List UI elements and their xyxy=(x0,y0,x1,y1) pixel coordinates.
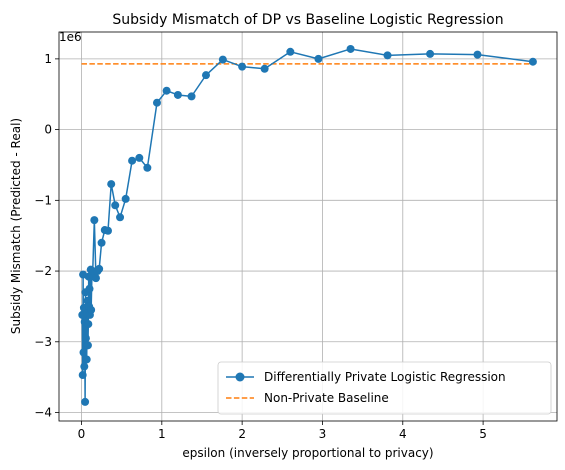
plot-frame xyxy=(58,31,558,422)
grid xyxy=(59,32,557,421)
dp-data-point xyxy=(162,86,171,95)
dp-data-point xyxy=(79,348,88,357)
legend-dp-label: Differentially Private Logistic Regressi… xyxy=(264,370,506,384)
dp-data-point xyxy=(97,238,106,247)
dp-data-point xyxy=(135,153,144,162)
dp-data-point xyxy=(426,49,435,58)
dp-data-point xyxy=(238,62,247,71)
x-tick-label: 3 xyxy=(319,427,327,441)
legend-box xyxy=(217,361,552,415)
y-axis-ticks: −4 −3 −2 −1 0 1 xyxy=(34,52,59,420)
y-axis-label: Subsidy Mismatch (Predicted - Real) xyxy=(9,118,23,334)
dp-data-point xyxy=(81,334,90,343)
dp-data-point xyxy=(107,180,116,189)
dp-data-point xyxy=(286,47,295,56)
x-tick-label: 5 xyxy=(479,427,487,441)
dp-data-point xyxy=(103,226,112,235)
y-tick-label: −3 xyxy=(34,335,52,349)
dp-data-point xyxy=(116,213,125,222)
x-axis-ticks: 0 1 2 3 4 5 xyxy=(78,421,487,441)
dp-data-point xyxy=(91,274,100,283)
legend-baseline-label: Non-Private Baseline xyxy=(264,391,389,405)
dp-data-point xyxy=(383,51,392,60)
series-layer xyxy=(78,44,537,406)
dp-data-point xyxy=(314,54,323,63)
dp-series-line xyxy=(81,48,533,403)
x-tick-label: 1 xyxy=(158,427,166,441)
dp-data-point xyxy=(87,305,96,314)
dp-data-point xyxy=(81,397,90,406)
legend-dp-marker xyxy=(235,372,245,382)
dp-data-point xyxy=(78,371,87,380)
y-tick-label: −2 xyxy=(34,264,52,278)
dp-data-point xyxy=(173,90,182,99)
dp-data-point xyxy=(260,64,269,73)
dp-data-point xyxy=(84,320,93,329)
chart-title: Subsidy Mismatch of DP vs Baseline Logis… xyxy=(112,12,503,28)
dp-data-point xyxy=(128,156,137,165)
dp-data-point xyxy=(95,264,104,273)
y-tick-label: 1 xyxy=(44,52,52,66)
x-tick-label: 0 xyxy=(78,427,86,441)
dp-data-point xyxy=(218,55,227,64)
dp-data-point xyxy=(83,341,92,350)
x-tick-label: 2 xyxy=(238,427,246,441)
dp-data-point xyxy=(90,216,99,225)
dp-data-point xyxy=(528,57,537,66)
x-axis-label: epsilon (inversely proportional to priva… xyxy=(182,446,433,460)
y-tick-label: −4 xyxy=(34,406,52,420)
legend: Differentially Private Logistic Regressi… xyxy=(217,361,552,415)
dp-data-point xyxy=(201,71,210,80)
dp-data-point xyxy=(152,98,161,107)
dp-data-point xyxy=(143,163,152,172)
dp-data-point xyxy=(80,362,89,371)
dp-data-point xyxy=(187,92,196,101)
dp-data-point xyxy=(111,201,120,210)
y-tick-label: −1 xyxy=(34,193,52,207)
dp-data-point xyxy=(473,50,482,59)
dp-data-point xyxy=(121,194,130,203)
dp-data-point xyxy=(82,355,91,364)
y-tick-label: 0 xyxy=(44,123,52,137)
y-offset-label: 1e6 xyxy=(59,30,82,44)
dp-data-point xyxy=(346,44,355,53)
dp-data-point xyxy=(85,284,94,293)
x-tick-label: 4 xyxy=(399,427,407,441)
